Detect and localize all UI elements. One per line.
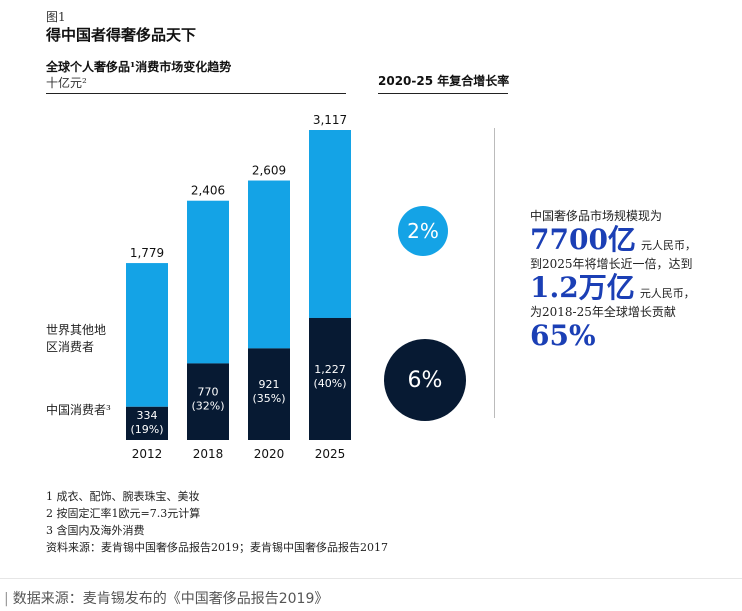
chart-unit: 十亿元² bbox=[46, 76, 87, 90]
bar-china-2020 bbox=[248, 348, 290, 440]
china-share-label-2018: (32%) bbox=[191, 400, 224, 413]
cagr-value-china: 6% bbox=[407, 367, 443, 393]
bar-rest-of-world-2020 bbox=[248, 180, 290, 349]
category-label-2025: 2025 bbox=[315, 447, 346, 461]
cagr-header: 2020-25 年复合增长率 bbox=[378, 74, 510, 88]
summary-big-2: 1.2万亿 bbox=[530, 271, 635, 304]
stacked-bar-chart: 1,779 334(19%) 2012 2,406 770(32%) 2018 2,609 9… bbox=[126, 113, 351, 461]
footnote-1: 1 成衣、配饰、腕表珠宝、美妆 bbox=[46, 490, 200, 503]
bar-rest-of-world-2012 bbox=[126, 263, 168, 407]
china-value-label-2020: 921 bbox=[259, 378, 280, 391]
summary-block: 中国奢侈品市场规模现为 7700亿 元人民币， 到2025年将增长近一倍，达到 … bbox=[530, 208, 740, 352]
row-label-china: 中国消费者³ bbox=[46, 403, 111, 417]
total-label-2012: 1,779 bbox=[130, 246, 164, 260]
summary-line-2: 到2025年将增长近一倍，达到 bbox=[530, 257, 693, 271]
china-share-label-2012: (19%) bbox=[130, 423, 163, 436]
cagr-value-rest-of-world: 2% bbox=[407, 219, 439, 243]
china-value-label-2012: 334 bbox=[137, 409, 158, 422]
footnote-3: 3 含国内及海外消费 bbox=[46, 524, 145, 537]
caption-text: 数据来源：麦肯锡发布的《中国奢侈品报告2019》 bbox=[12, 591, 329, 607]
divider-line bbox=[494, 128, 495, 418]
bar-china-2018 bbox=[187, 363, 229, 440]
china-value-label-2018: 770 bbox=[198, 386, 219, 399]
category-label-2012: 2012 bbox=[132, 447, 163, 461]
category-label-2020: 2020 bbox=[254, 447, 285, 461]
caption-rule bbox=[0, 578, 742, 579]
chart-subtitle: 全球个人奢侈品¹消费市场变化趋势 bbox=[46, 60, 232, 74]
summary-big-3: 65% bbox=[530, 319, 596, 352]
summary-unit-1: 元人民币， bbox=[641, 239, 697, 252]
footnote-2: 2 按固定汇率1欧元=7.3元计算 bbox=[46, 507, 201, 520]
footnotes: 1 成衣、配饰、腕表珠宝、美妆 2 按固定汇率1欧元=7.3元计算 3 含国内及… bbox=[46, 488, 388, 556]
summary-big-1: 7700亿 bbox=[530, 223, 636, 256]
figure-title: 得中国者得奢侈品天下 bbox=[46, 26, 197, 44]
row-label-rest-of-world: 世界其他地区消费者 bbox=[46, 323, 107, 354]
bar-rest-of-world-2025 bbox=[309, 130, 351, 318]
china-value-label-2025: 1,227 bbox=[314, 363, 346, 376]
figure-label: 图1 bbox=[46, 10, 66, 24]
total-label-2018: 2,406 bbox=[191, 184, 225, 198]
bar-china-2012 bbox=[126, 406, 168, 440]
china-share-label-2025: (40%) bbox=[313, 377, 346, 390]
summary-unit-2: 元人民币， bbox=[639, 287, 695, 300]
cagr-circle-china: 6% bbox=[384, 339, 466, 421]
total-label-2020: 2,609 bbox=[252, 164, 286, 178]
summary-line-1: 中国奢侈品市场规模现为 bbox=[530, 209, 663, 223]
caption-bar-icon: | bbox=[4, 591, 9, 607]
source-note: 资料来源：麦肯锡中国奢侈品报告2019；麦肯锡中国奢侈品报告2017 bbox=[46, 541, 388, 554]
bar-rest-of-world-2018 bbox=[187, 200, 229, 364]
figure-panel: 图1 得中国者得奢侈品天下 全球个人奢侈品¹消费市场变化趋势 十亿元² 2020… bbox=[46, 10, 740, 556]
cagr-circle-rest-of-world: 2% bbox=[398, 206, 448, 256]
image-caption: | 数据来源：麦肯锡发布的《中国奢侈品报告2019》 bbox=[4, 588, 328, 608]
header-rule-right bbox=[378, 93, 508, 94]
china-share-label-2020: (35%) bbox=[252, 392, 285, 405]
bar-china-2025 bbox=[309, 317, 351, 440]
category-label-2018: 2018 bbox=[193, 447, 224, 461]
header-rule-left bbox=[46, 93, 346, 94]
summary-line-3: 为2018-25年全球增长贡献 bbox=[530, 305, 676, 319]
total-label-2025: 3,117 bbox=[313, 113, 347, 127]
